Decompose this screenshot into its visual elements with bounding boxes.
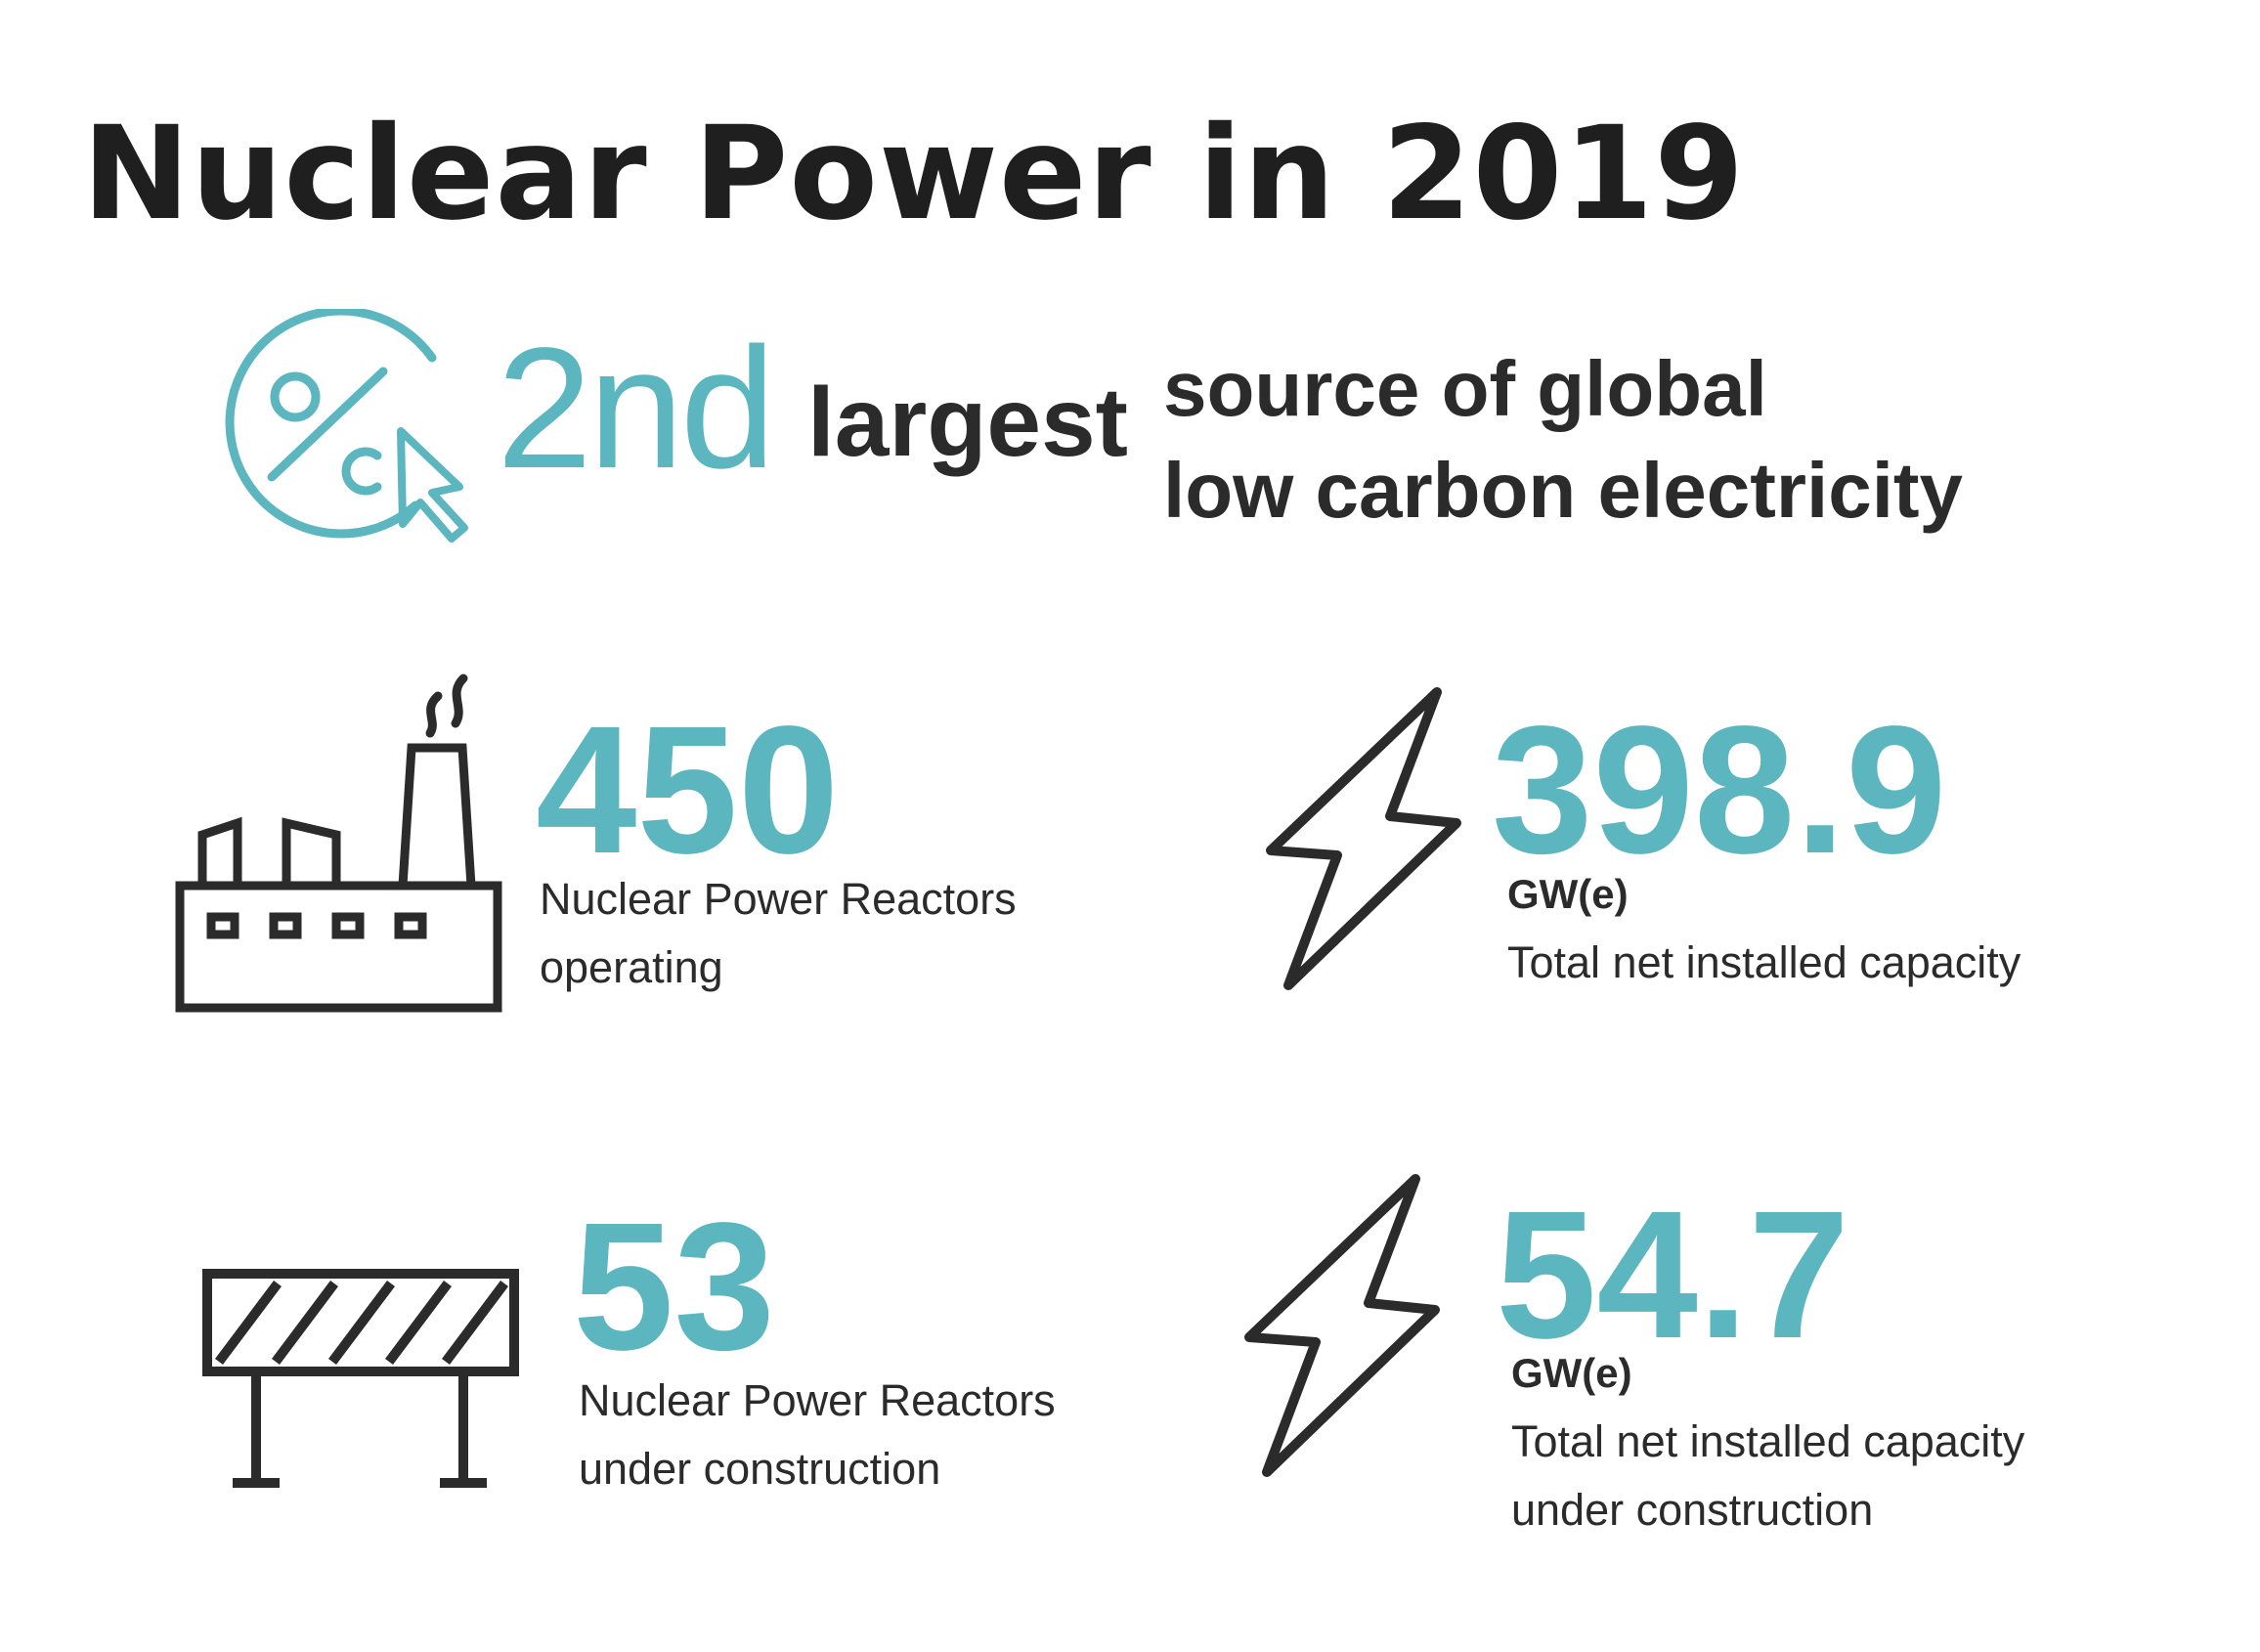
- stat-label-line: operating: [540, 942, 723, 992]
- rank-word: largest: [807, 368, 1128, 477]
- rank-description: source of global low carbon electricity: [1163, 338, 1963, 542]
- reactors-operating-value: 450: [536, 689, 840, 891]
- rank-value: 2nd: [497, 313, 776, 504]
- capacity-under-construction-label: Total net installed capacity under const…: [1511, 1408, 2024, 1544]
- capacity-under-construction-unit: GW(e): [1511, 1350, 1632, 1396]
- factory-icon: [175, 674, 502, 1013]
- stat-label-line: Nuclear Power Reactors: [579, 1375, 1056, 1425]
- capacity-installed-label: Total net installed capacity: [1507, 929, 2021, 997]
- reactors-under-construction-label: Nuclear Power Reactors under constructio…: [579, 1367, 1056, 1503]
- page-title: Nuclear Power in 2019: [82, 99, 1746, 249]
- rank-description-line: low carbon electricity: [1163, 447, 1964, 534]
- capacity-under-construction-value: 54.7: [1496, 1174, 1850, 1376]
- rank-description-line: source of global: [1163, 345, 1767, 432]
- lightning-bolt-icon: [1244, 1174, 1440, 1477]
- stat-label-line: Nuclear Power Reactors: [540, 874, 1017, 924]
- capacity-installed-value: 398.9: [1492, 689, 1947, 891]
- construction-barrier-icon: [202, 1269, 519, 1488]
- stat-label-line: Total net installed capacity: [1507, 937, 2021, 987]
- reactors-under-construction-value: 53: [573, 1186, 775, 1388]
- stat-label-line: under construction: [1511, 1485, 1874, 1535]
- stat-label-line: Total net installed capacity: [1511, 1416, 2025, 1466]
- stat-label-line: under construction: [579, 1444, 941, 1494]
- reactors-operating-label: Nuclear Power Reactors operating: [540, 865, 1017, 1002]
- capacity-installed-unit: GW(e): [1507, 871, 1629, 917]
- percent-click-icon: [225, 309, 468, 543]
- lightning-bolt-icon: [1266, 687, 1461, 990]
